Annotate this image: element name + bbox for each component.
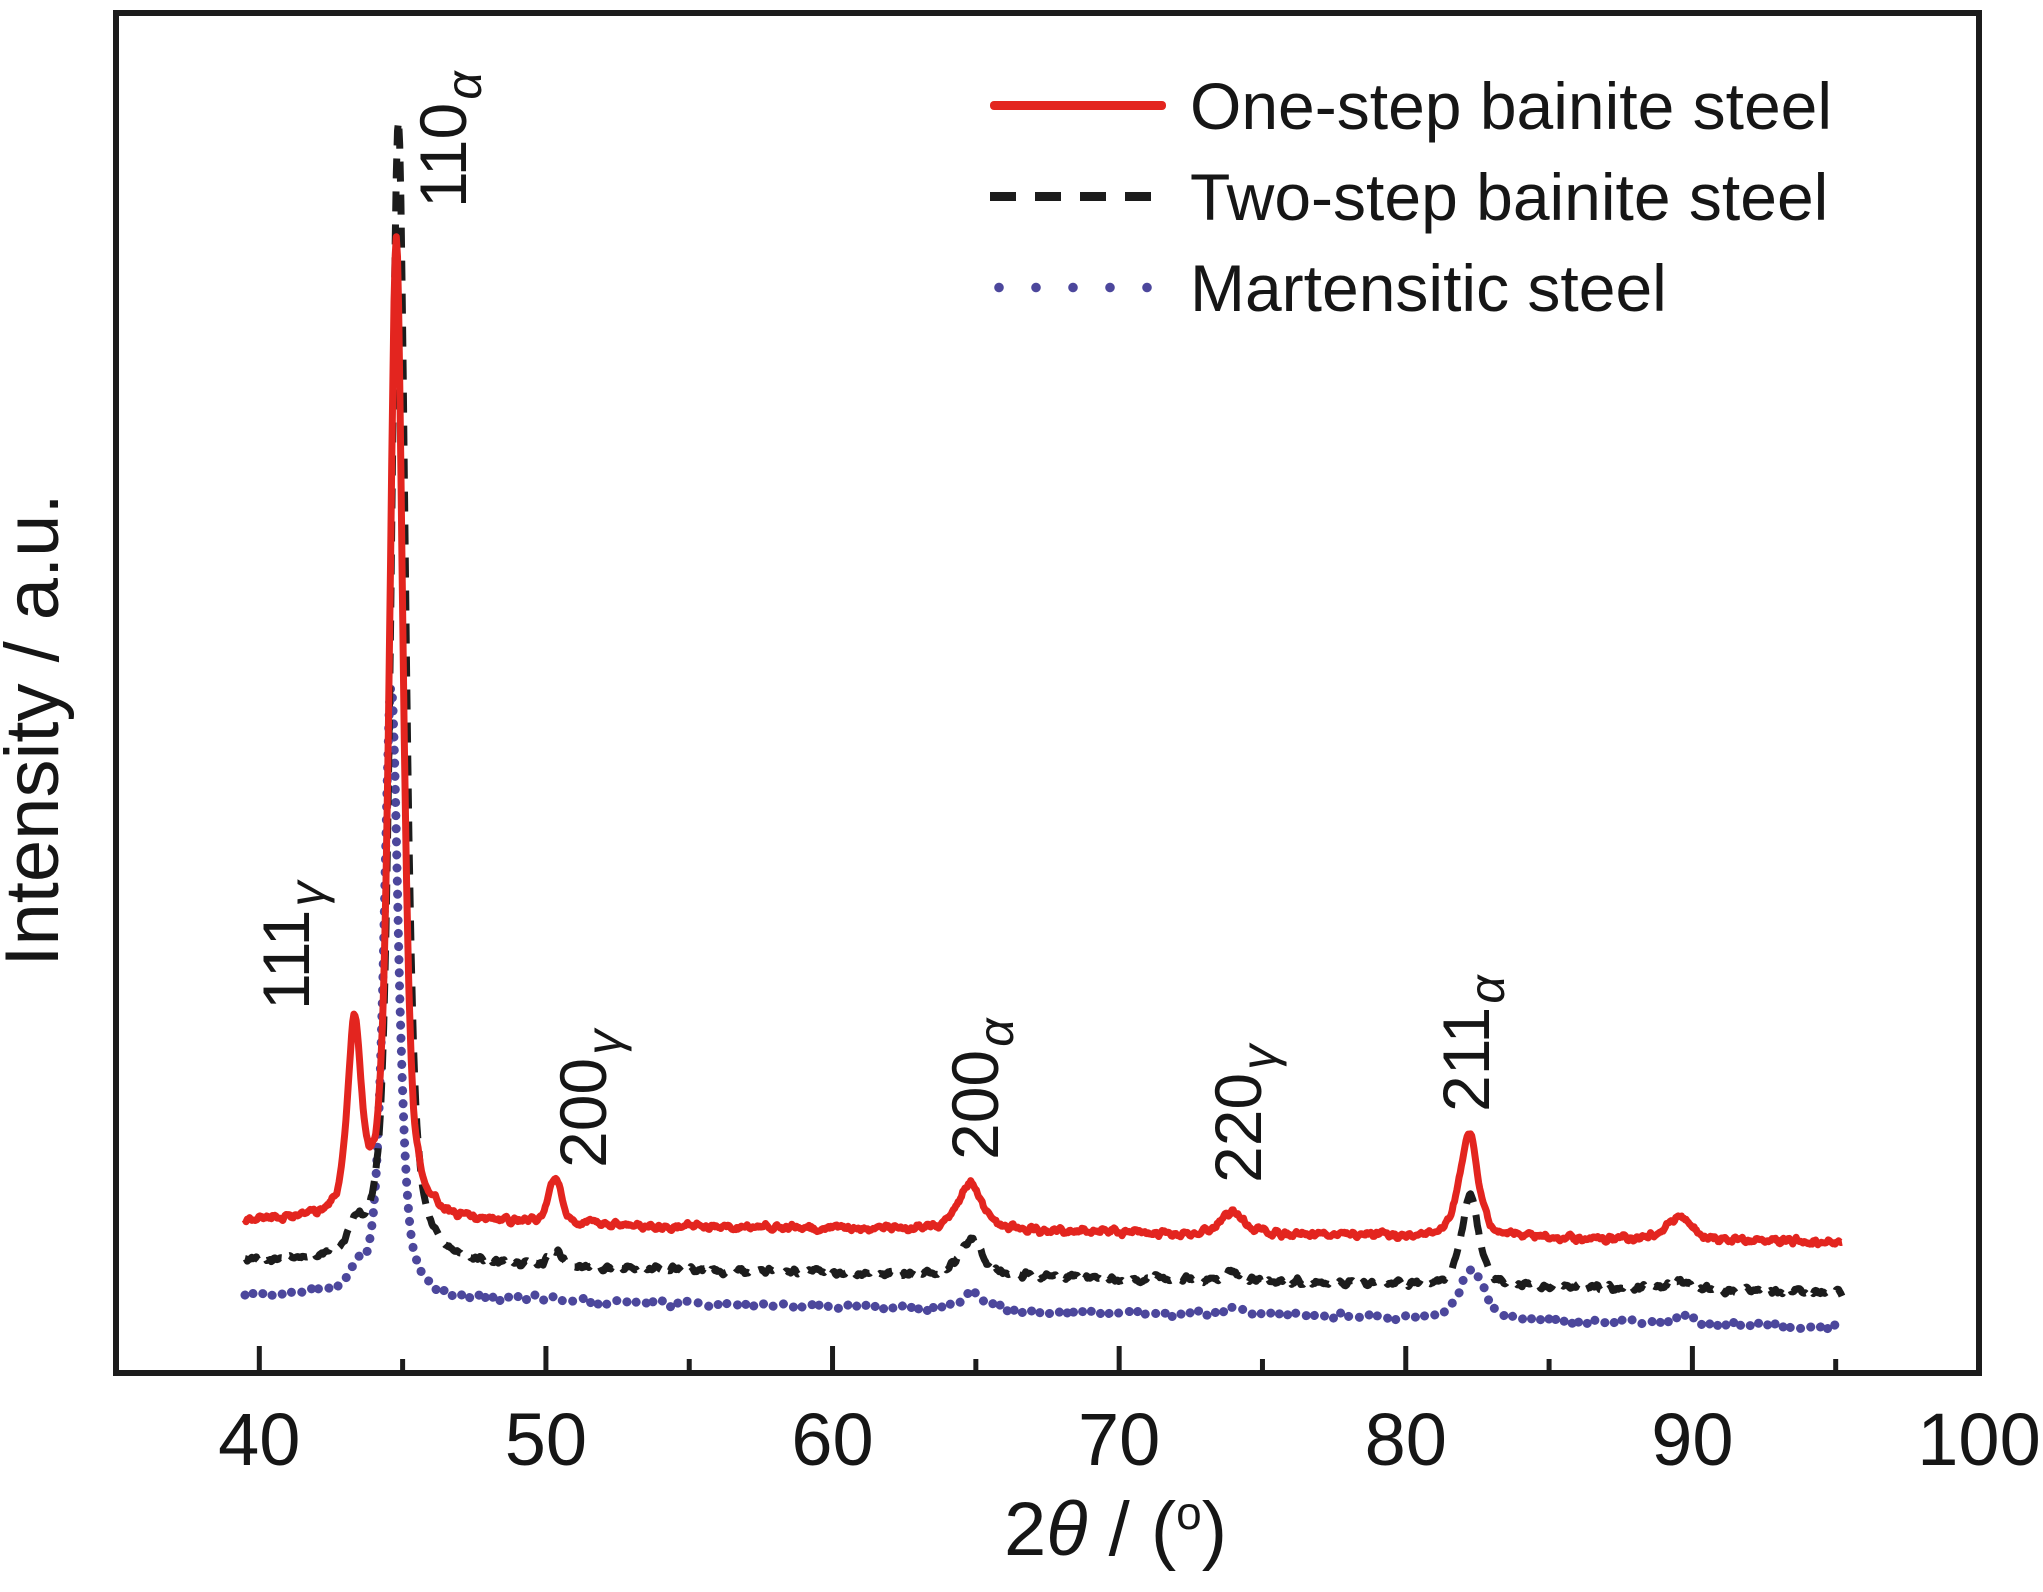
peak-label-220γ: 220γ [1201, 1042, 1287, 1183]
legend-key-dashed-line-icon [990, 192, 1166, 201]
x-tick-label: 40 [218, 1398, 300, 1481]
x-tick-label: 80 [1365, 1398, 1447, 1481]
legend-label-martensitic: Martensitic steel [1190, 250, 1667, 325]
legend: One-step bainite steel Two-step bainite … [990, 60, 1832, 333]
peak-label-200γ: 200γ [546, 1027, 632, 1168]
legend-item-two-step: Two-step bainite steel [990, 151, 1832, 242]
legend-item-one-step: One-step bainite steel [990, 60, 1832, 151]
x-tick-label: 50 [505, 1398, 587, 1481]
x-tick-label: 100 [1917, 1398, 2040, 1481]
legend-label-one-step: One-step bainite steel [1190, 68, 1833, 143]
x-tick-label: 60 [791, 1398, 873, 1481]
legend-key-solid-line-icon [990, 101, 1166, 110]
peak-label-111γ: 111γ [249, 879, 335, 1010]
legend-item-martensitic: Martensitic steel [990, 242, 1832, 333]
peak-label-211α: 211α [1429, 974, 1515, 1112]
legend-label-two-step: Two-step bainite steel [1190, 159, 1829, 234]
trace-one-step-bainite-steel [241, 233, 1845, 1249]
x-tick-label: 70 [1078, 1398, 1160, 1481]
x-tick-label: 90 [1651, 1398, 1733, 1481]
trace-martensitic-steel [240, 682, 1847, 1335]
trace-two-step-bainite-steel [242, 117, 1846, 1298]
plot-frame [113, 10, 1982, 1376]
peak-label-200α: 200α [938, 1017, 1024, 1160]
legend-key-dotted-line-icon [990, 282, 1166, 293]
x-axis-title: 2θ / (o) [1004, 1487, 1227, 1572]
y-axis-title: Intensity / a.u. [0, 493, 75, 966]
peak-label-110α: 110α [406, 70, 492, 208]
